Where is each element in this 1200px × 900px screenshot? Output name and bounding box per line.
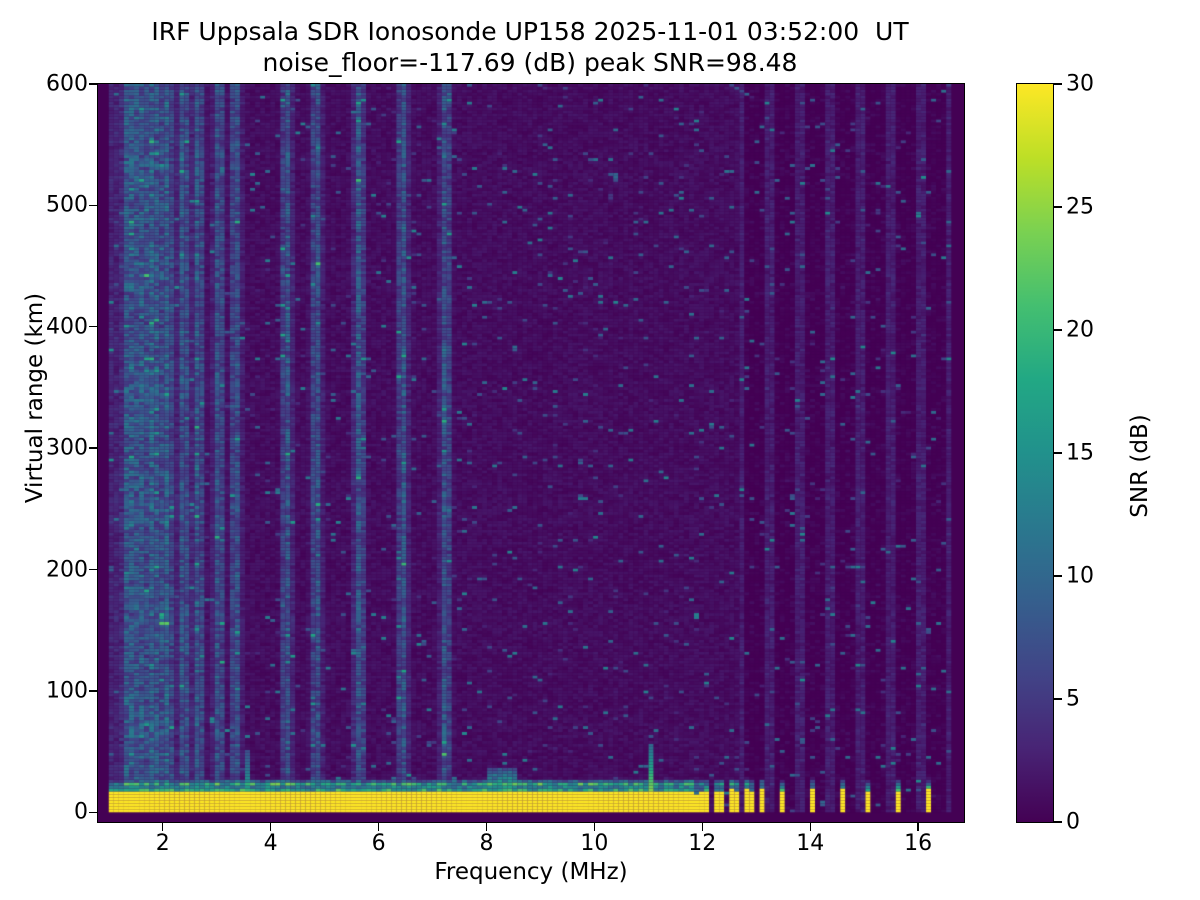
x-tick-mark (485, 823, 488, 831)
x-tick-mark (162, 823, 164, 831)
x-tick-mark (593, 823, 596, 831)
y-tick-mark (89, 447, 97, 449)
title-line-2: noise_floor=-117.69 (dB) peak SNR=98.48 (262, 48, 798, 77)
colorbar-tick-label: 25 (1066, 194, 1094, 220)
colorbar-tick-label: 10 (1066, 563, 1094, 589)
x-tick-label: 16 (904, 831, 933, 856)
y-tick-mark (89, 83, 97, 85)
colorbar-tick-label: 0 (1066, 809, 1080, 835)
y-tick-mark (89, 204, 97, 207)
colorbar-tick-mark (1054, 329, 1062, 331)
colorbar-tick-label: 5 (1066, 686, 1080, 712)
colorbar-tick-mark (1054, 821, 1062, 823)
x-tick-mark (701, 823, 703, 831)
colorbar-tick-mark (1054, 452, 1062, 454)
x-tick-label: 14 (796, 831, 825, 856)
y-tick-mark (89, 568, 97, 571)
colorbar-tick-label: 20 (1066, 317, 1094, 343)
colorbar-tick-label: 15 (1066, 440, 1094, 466)
colorbar[interactable] (1016, 83, 1054, 823)
y-tick-label: 300 (46, 435, 88, 461)
x-axis-label: Frequency (MHz) (434, 859, 628, 885)
y-tick-label: 200 (46, 557, 88, 583)
y-tick-mark (89, 811, 97, 813)
y-tick-mark (89, 690, 97, 692)
colorbar-label: SNR (dB) (1127, 414, 1153, 518)
x-tick-label: 4 (263, 831, 278, 856)
ionogram-heatmap[interactable] (98, 84, 964, 822)
colorbar-tick-mark (1054, 575, 1062, 577)
x-tick-label: 2 (155, 831, 170, 856)
colorbar-tick-mark (1054, 206, 1062, 208)
x-tick-mark (377, 823, 380, 831)
figure-title: IRF Uppsala SDR Ionosonde UP158 2025-11-… (0, 16, 1060, 78)
x-tick-mark (270, 823, 272, 831)
x-tick-label: 10 (580, 831, 609, 856)
y-axis-label: Virtual range (km) (22, 292, 48, 504)
colorbar-gradient (1017, 84, 1053, 822)
x-tick-label: 8 (479, 831, 494, 856)
x-tick-label: 12 (688, 831, 717, 856)
ionogram-plot-area[interactable] (97, 83, 965, 823)
y-tick-label: 400 (46, 314, 88, 340)
y-tick-label: 600 (46, 71, 88, 97)
y-tick-label: 100 (46, 678, 88, 704)
colorbar-tick-label: 30 (1066, 71, 1094, 97)
y-tick-label: 500 (46, 192, 88, 218)
x-tick-label: 6 (371, 831, 386, 856)
y-tick-mark (89, 326, 97, 328)
x-tick-mark (809, 823, 811, 831)
x-tick-mark (917, 823, 919, 831)
colorbar-tick-mark (1054, 83, 1062, 85)
title-line-1: IRF Uppsala SDR Ionosonde UP158 2025-11-… (151, 17, 909, 46)
y-tick-label: 0 (74, 799, 88, 825)
colorbar-tick-mark (1054, 698, 1062, 700)
